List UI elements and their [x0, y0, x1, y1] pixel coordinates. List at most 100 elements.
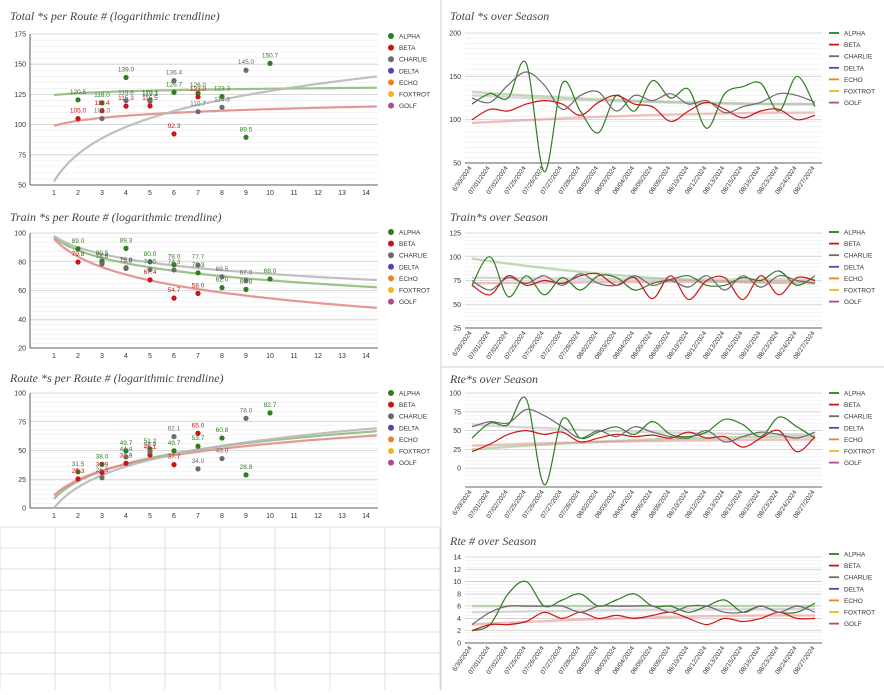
- y-tick-label: 50: [453, 428, 461, 435]
- data-label: 26.3: [96, 467, 109, 474]
- legend-swatch-echo: [388, 79, 394, 86]
- legend-label-foxtrot: FOXTROT: [844, 610, 875, 617]
- data-label: 25.3: [72, 468, 85, 475]
- data-label: 48.8: [144, 441, 157, 448]
- data-label: 49.7: [120, 440, 133, 447]
- data-point-alpha: [219, 285, 225, 291]
- y-tick-label: 75: [453, 278, 461, 285]
- series-line-beta: [471, 611, 816, 632]
- x-tick-label: 14: [362, 513, 370, 520]
- data-point-charlie: [99, 475, 105, 481]
- data-label: 37.7: [168, 454, 181, 461]
- data-point-alpha: [123, 245, 129, 251]
- y-tick-label: 150: [449, 74, 461, 81]
- y-tick-label: 40: [18, 317, 26, 324]
- x-tick-label: 4: [124, 353, 128, 360]
- trendline-beta: [471, 111, 815, 125]
- legend-label-charlie: CHARLIE: [844, 253, 873, 260]
- trendline-beta: [53, 434, 377, 497]
- chart-title: Train*s over Season: [450, 210, 548, 224]
- legend-label-alpha: ALPHA: [399, 391, 421, 398]
- total-route-chart: Total *s per Route # (logarithmic trendl…: [10, 9, 430, 197]
- data-label: 53.7: [192, 435, 205, 442]
- legend-label-delta: DELTA: [399, 425, 420, 432]
- x-tick-label: 5: [148, 353, 152, 360]
- data-point-beta: [147, 103, 153, 109]
- x-tick-label: 1: [52, 513, 56, 520]
- x-tick-label: 5: [148, 190, 152, 197]
- legend-label-beta: BETA: [399, 402, 416, 409]
- data-point-alpha: [75, 246, 81, 252]
- data-label: 34.0: [192, 458, 205, 465]
- y-tick-label: 25: [453, 447, 461, 454]
- data-point-alpha: [267, 276, 273, 282]
- data-point-charlie: [147, 449, 153, 455]
- y-tick-label: 100: [14, 122, 26, 129]
- y-tick-label: 14: [453, 555, 461, 562]
- data-label: 28.8: [240, 464, 253, 471]
- x-tick-label: 4: [124, 513, 128, 520]
- data-label: 80.0: [144, 251, 157, 258]
- data-label: 120.5: [70, 89, 87, 96]
- legend-swatch-beta: [388, 401, 394, 408]
- data-point-beta: [171, 131, 177, 137]
- chart-title: Total *s per Route # (logarithmic trendl…: [10, 9, 220, 23]
- x-tick-label: 1: [52, 353, 56, 360]
- legend-label-alpha: ALPHA: [844, 230, 866, 237]
- data-point-charlie: [219, 455, 225, 462]
- x-tick-label: 11: [290, 190, 297, 197]
- y-tick-label: 60: [18, 288, 26, 295]
- y-tick-label: 6: [457, 604, 461, 611]
- legend-swatch-golf: [388, 102, 394, 109]
- legend-swatch-charlie: [388, 413, 394, 420]
- data-point-alpha: [267, 60, 273, 66]
- legend-swatch-echo: [388, 436, 394, 443]
- data-label: 105.0: [70, 108, 87, 115]
- x-tick-label: 4: [124, 190, 128, 197]
- trendline-charlie: [471, 608, 815, 614]
- legend-swatch-alpha: [388, 390, 394, 396]
- data-label: 115.5: [142, 95, 158, 102]
- data-point-charlie: [123, 454, 129, 460]
- data-label: 126.7: [166, 81, 183, 88]
- y-tick-label: 50: [453, 302, 461, 309]
- x-tick-label: 13: [338, 353, 346, 360]
- data-label: 58.0: [192, 282, 205, 289]
- empty-grid: [0, 526, 441, 690]
- data-point-alpha: [243, 472, 249, 478]
- data-point-charlie: [171, 267, 177, 273]
- data-label: 80.5: [96, 250, 109, 257]
- x-tick-label: 13: [338, 513, 346, 520]
- data-point-alpha: [123, 448, 129, 454]
- series-line-beta: [471, 94, 816, 123]
- chart-title: Rte*s over Season: [449, 372, 538, 386]
- data-point-alpha: [75, 97, 81, 103]
- legend-swatch-foxtrot: [388, 448, 394, 454]
- data-label: 126.0: [190, 82, 207, 89]
- data-label: 150.7: [262, 52, 279, 59]
- legend-label-echo: ECHO: [399, 276, 418, 283]
- chart-title: Rte # over Season: [449, 534, 536, 548]
- series-line-alpha: [471, 60, 816, 173]
- data-point-beta: [171, 462, 177, 468]
- legend-label-alpha: ALPHA: [399, 230, 421, 237]
- data-point-charlie: [243, 67, 249, 73]
- y-tick-label: 150: [14, 62, 26, 69]
- data-label: 110.7: [190, 101, 206, 108]
- x-tick-label: 10: [266, 190, 274, 197]
- data-label: 67.4: [144, 269, 157, 276]
- data-label: 30.9: [96, 461, 109, 468]
- legend-swatch-beta: [388, 240, 394, 247]
- data-label: 31.5: [72, 461, 85, 468]
- data-point-beta: [99, 469, 105, 476]
- train-season-chart: Train*s over Season2550751001256/30/2024…: [449, 210, 875, 361]
- data-point-charlie: [195, 109, 201, 115]
- series-line-beta: [471, 272, 816, 301]
- data-point-beta: [195, 94, 201, 100]
- x-tick-label: 14: [362, 353, 370, 360]
- legend-swatch-alpha: [388, 229, 394, 235]
- train-route-chart: Train *s per Route # (logarithmic trendl…: [10, 210, 430, 360]
- data-label: 49.7: [168, 440, 181, 447]
- data-point-alpha: [267, 410, 273, 416]
- x-tick-label: 8: [220, 513, 224, 520]
